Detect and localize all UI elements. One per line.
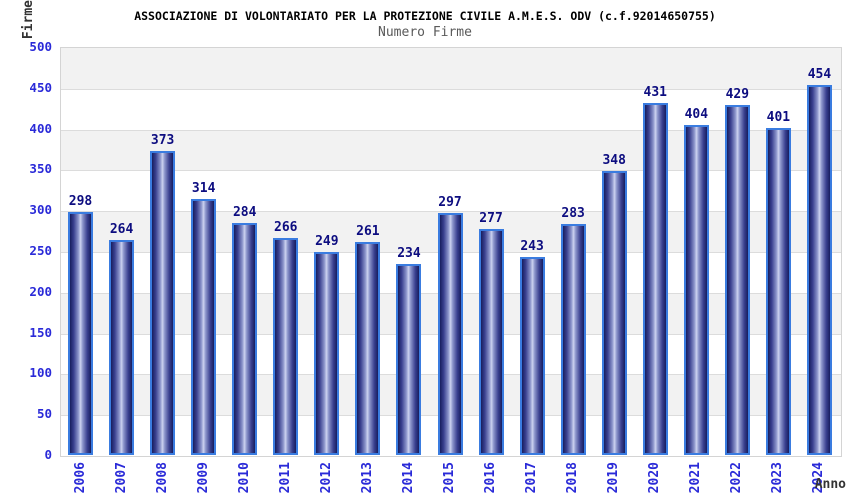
grid-band xyxy=(61,129,841,171)
y-tick-label: 0 xyxy=(44,447,52,462)
bar-value-label: 373 xyxy=(150,132,175,148)
bar-value-label: 429 xyxy=(725,86,750,102)
bar-2014 xyxy=(396,264,422,455)
bar-value-label: 431 xyxy=(643,85,667,101)
bar-2011 xyxy=(273,237,299,455)
bar-value-label: 249 xyxy=(315,233,339,249)
bar-2018 xyxy=(560,224,586,455)
x-tick-label: 2009 xyxy=(195,462,211,494)
x-axis-title: Anno xyxy=(814,477,846,492)
chart-title: ASSOCIAZIONE DI VOLONTARIATO PER LA PROT… xyxy=(134,9,716,23)
bar-2015 xyxy=(437,212,463,455)
x-tick-label: 2016 xyxy=(483,462,499,494)
y-tick-label: 200 xyxy=(29,283,52,299)
bar-value-label: 404 xyxy=(684,107,709,123)
x-tick-label: 2020 xyxy=(647,462,663,494)
y-tick-label: 150 xyxy=(29,324,52,340)
plot-area xyxy=(60,47,842,457)
y-axis-title: Firme xyxy=(21,0,36,40)
chart-subtitle: Numero Firme xyxy=(378,25,472,40)
bar-2023 xyxy=(765,127,791,455)
bar-value-label: 266 xyxy=(274,219,298,235)
bar-2012 xyxy=(314,251,340,455)
bar-value-label: 277 xyxy=(479,210,503,226)
bar-value-label: 243 xyxy=(520,238,544,254)
y-tick-label: 100 xyxy=(29,365,52,381)
gridline xyxy=(61,211,841,213)
grid-band xyxy=(61,88,841,130)
x-tick-label: 2008 xyxy=(154,462,170,494)
x-tick-label: 2018 xyxy=(565,462,581,494)
grid-band xyxy=(61,170,841,212)
y-tick-label: 300 xyxy=(29,202,52,218)
bar-value-label: 261 xyxy=(356,224,380,240)
bar-value-label: 454 xyxy=(807,66,832,82)
x-tick-label: 2010 xyxy=(236,462,252,494)
bar-value-label: 234 xyxy=(397,246,421,262)
x-tick-label: 2022 xyxy=(729,462,745,494)
x-tick-label: 2014 xyxy=(400,462,416,494)
bar-2010 xyxy=(232,223,258,455)
gridline xyxy=(61,129,841,131)
bar-2021 xyxy=(683,125,709,455)
bar-2019 xyxy=(601,171,627,455)
x-tick-label: 2019 xyxy=(606,462,622,494)
gridline xyxy=(61,170,841,172)
bar-value-label: 314 xyxy=(191,180,216,196)
bar-2016 xyxy=(478,228,504,455)
bar-value-label: 298 xyxy=(68,193,93,209)
x-tick-label: 2007 xyxy=(113,462,129,494)
x-tick-label: 2021 xyxy=(688,462,704,494)
x-tick-label: 2017 xyxy=(524,462,540,494)
bar-2017 xyxy=(519,256,545,455)
x-tick-label: 2013 xyxy=(359,462,375,494)
bar-2009 xyxy=(191,198,217,455)
bar-value-label: 283 xyxy=(561,206,585,222)
bar-value-label: 401 xyxy=(766,109,791,125)
bar-value-label: 264 xyxy=(109,221,134,237)
grid-band xyxy=(61,48,841,89)
x-tick-label: 2012 xyxy=(318,462,334,494)
bar-2022 xyxy=(724,104,750,455)
bar-value-label: 297 xyxy=(438,194,462,210)
bar-2024 xyxy=(806,84,832,455)
y-tick-label: 250 xyxy=(29,243,52,258)
bar-2008 xyxy=(150,150,176,455)
gridline xyxy=(61,88,841,90)
y-tick-label: 400 xyxy=(29,120,52,136)
x-tick-label: 2011 xyxy=(277,462,293,494)
bar-2013 xyxy=(355,242,381,455)
y-tick-label: 450 xyxy=(29,79,52,95)
bar-2020 xyxy=(642,103,668,455)
x-tick-label: 2006 xyxy=(72,462,88,494)
y-tick-label: 350 xyxy=(29,161,52,177)
x-tick-label: 2023 xyxy=(770,462,786,494)
y-tick-label: 500 xyxy=(29,39,52,54)
bar-2007 xyxy=(109,239,135,455)
y-tick-label: 50 xyxy=(36,406,52,422)
bar-value-label: 284 xyxy=(232,205,257,221)
bar-value-label: 348 xyxy=(602,153,626,169)
x-tick-label: 2015 xyxy=(442,462,457,494)
bar-2006 xyxy=(68,211,94,455)
